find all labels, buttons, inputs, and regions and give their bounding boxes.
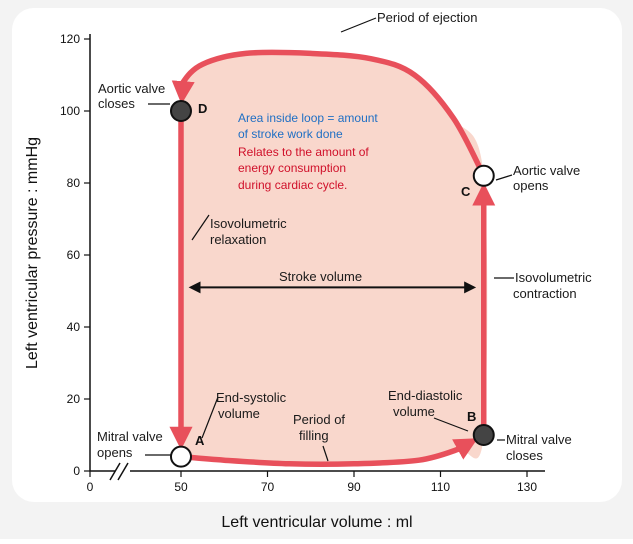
x-tick-label: 0 (87, 480, 94, 494)
text-aortic-valve-closes-2: closes (98, 96, 135, 111)
tick-marks (84, 38, 528, 477)
text-mitral-valve-closes-2: closes (506, 448, 543, 463)
text-period-of-filling-2: filling (299, 428, 329, 443)
text-isovolumetric-contraction-1: Isovolumetric (515, 270, 592, 285)
text-stroke-volume: Stroke volume (279, 269, 362, 284)
text-aortic-valve-opens-1: Aortic valve (513, 163, 580, 178)
y-tick-label: 120 (60, 32, 80, 46)
label-b: B (467, 409, 476, 424)
text-mitral-valve-closes-1: Mitral valve (506, 432, 572, 447)
label-a: A (195, 433, 205, 448)
y-axis-title: Left ventricular pressure : mmHg (24, 137, 41, 369)
text-end-diastolic-2: volume (393, 404, 435, 419)
note-line-2: of stroke work done (238, 127, 343, 141)
y-tick-labels: 0 20 40 60 80 100 120 (60, 32, 80, 478)
text-mitral-valve-opens-2: opens (97, 445, 133, 460)
loop-area (180, 52, 488, 465)
x-tick-label: 90 (347, 480, 361, 494)
y-tick-label: 40 (67, 320, 81, 334)
text-aortic-valve-opens-2: opens (513, 178, 549, 193)
text-end-systolic-1: End-systolic (216, 390, 287, 405)
x-axis-title: Left ventricular volume : ml (221, 514, 412, 531)
text-mitral-valve-opens-1: Mitral valve (97, 429, 163, 444)
point-c-aortic-opens (472, 164, 495, 187)
x-tick-label: 130 (517, 480, 537, 494)
note-line-3: Relates to the amount of (238, 145, 369, 159)
axis-break-mark (109, 462, 129, 481)
text-period-of-ejection: Period of ejection (377, 10, 477, 25)
y-tick-label: 0 (73, 464, 80, 478)
text-isovolumetric-relaxation-2: relaxation (210, 232, 266, 247)
y-tick-label: 60 (67, 248, 81, 262)
x-tick-label: 50 (174, 480, 188, 494)
x-tick-label: 70 (261, 480, 275, 494)
point-b-mitral-closes (472, 424, 495, 446)
label-c: C (461, 184, 471, 199)
point-a-mitral-opens (170, 445, 192, 468)
x-tick-label: 110 (431, 480, 450, 494)
segment-ejection (171, 49, 487, 179)
text-period-of-filling-1: Period of (293, 412, 345, 427)
y-tick-label: 80 (67, 176, 81, 190)
segment-filling (178, 438, 478, 467)
note-line-5: during cardiac cycle. (238, 178, 347, 192)
leader-lines (145, 17, 514, 462)
note-line-1: Area inside loop = amount (238, 111, 378, 125)
text-isovolumetric-contraction-2: contraction (513, 286, 577, 301)
text-end-diastolic-1: End-diastolic (388, 388, 463, 403)
point-d-aortic-closes (170, 100, 192, 122)
y-tick-label: 20 (67, 392, 81, 406)
label-d: D (198, 101, 207, 116)
text-end-systolic-2: volume (218, 406, 260, 421)
y-tick-label: 100 (60, 104, 80, 118)
note-line-4: energy consumption (238, 161, 346, 175)
x-tick-labels: 0 50 70 90 110 130 (87, 480, 538, 494)
text-aortic-valve-closes-1: Aortic valve (98, 81, 165, 96)
text-isovolumetric-relaxation-1: Isovolumetric (210, 216, 287, 231)
